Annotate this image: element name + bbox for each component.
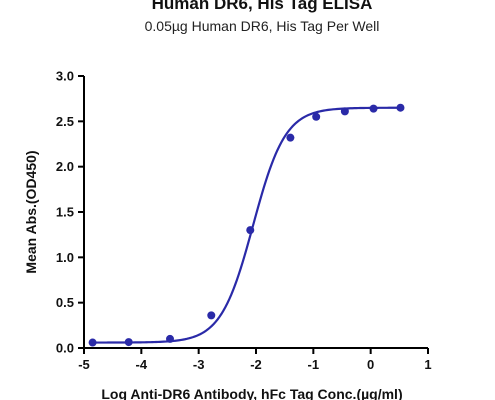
x-tick-label: -2: [250, 357, 262, 372]
x-tick-label: -4: [136, 357, 148, 372]
chart-subtitle: 0.05µg Human DR6, His Tag Per Well: [145, 18, 380, 34]
data-point: [246, 226, 255, 235]
data-point: [369, 104, 378, 113]
x-tick-label: 0: [367, 357, 374, 372]
y-tick-label: 3.0: [56, 69, 74, 84]
y-tick-label: 1.0: [56, 250, 74, 265]
y-tick-label: 1.5: [56, 205, 74, 220]
y-tick-label: 0.5: [56, 295, 74, 310]
data-point: [207, 311, 216, 320]
data-point: [124, 338, 133, 347]
x-tick-label: -1: [308, 357, 320, 372]
data-point: [396, 103, 405, 112]
series-layer: [88, 103, 405, 347]
x-axis: -5 -4 -3 -2 -1 0 1: [78, 347, 432, 372]
x-tick-label: -5: [78, 357, 90, 372]
x-tick-label: -3: [193, 357, 205, 372]
data-point: [286, 133, 295, 142]
y-axis-label: Mean Abs.(OD450): [23, 150, 39, 273]
fit-curve: [92, 106, 401, 344]
y-tick-label: 2.0: [56, 159, 74, 174]
x-tick-label: 1: [424, 357, 431, 372]
data-point: [166, 334, 174, 343]
y-tick-label: 0.0: [56, 341, 74, 356]
data-point: [312, 112, 321, 121]
x-axis-label: Log Anti-DR6 Antibody, hFc Tag Conc.(µg/…: [101, 386, 402, 400]
chart-title: Human DR6, His Tag ELISA: [152, 0, 373, 13]
y-tick-label: 2.5: [56, 114, 74, 129]
data-point: [88, 338, 97, 347]
y-axis: 0.0 0.5 1.0 1.5 2.0 2.5 3.0: [56, 69, 85, 356]
data-point: [340, 107, 349, 116]
